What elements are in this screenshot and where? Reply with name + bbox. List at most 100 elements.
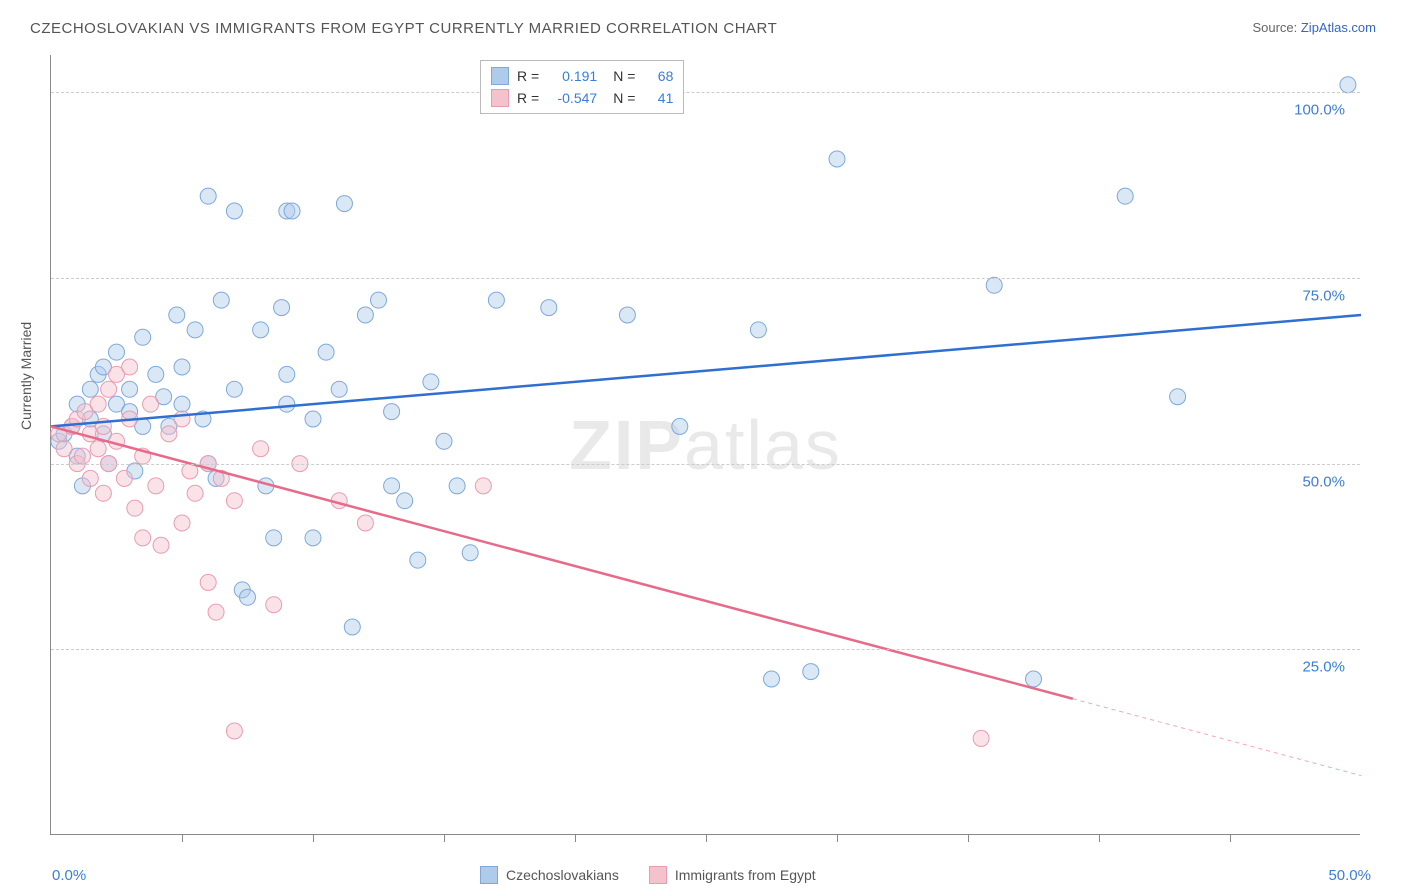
data-point: [305, 411, 321, 427]
data-point: [279, 366, 295, 382]
trend-line: [51, 426, 1073, 698]
data-point: [829, 151, 845, 167]
data-point: [122, 359, 138, 375]
data-point: [1170, 389, 1186, 405]
data-point: [284, 203, 300, 219]
data-point: [135, 329, 151, 345]
data-point: [384, 478, 400, 494]
x-minor-tick: [706, 834, 707, 842]
data-point: [135, 530, 151, 546]
data-point: [226, 723, 242, 739]
n-label: N =: [613, 90, 635, 106]
legend-swatch: [491, 89, 509, 107]
data-point: [213, 292, 229, 308]
data-point: [436, 433, 452, 449]
n-value: 41: [643, 90, 673, 106]
x-minor-tick: [968, 834, 969, 842]
data-point: [449, 478, 465, 494]
data-point: [101, 381, 117, 397]
data-point: [95, 485, 111, 501]
data-point: [174, 411, 190, 427]
n-value: 68: [643, 68, 673, 84]
data-point: [74, 448, 90, 464]
x-tick-50: 50.0%: [1328, 867, 1371, 884]
data-point: [986, 277, 1002, 293]
x-minor-tick: [1099, 834, 1100, 842]
r-label: R =: [517, 68, 539, 84]
data-point: [226, 493, 242, 509]
x-minor-tick: [313, 834, 314, 842]
x-minor-tick: [575, 834, 576, 842]
grid-line: [51, 278, 1360, 279]
data-point: [973, 730, 989, 746]
y-tick-label: 100.0%: [1294, 102, 1345, 119]
source-link[interactable]: ZipAtlas.com: [1301, 20, 1376, 35]
data-point: [619, 307, 635, 323]
data-point: [169, 307, 185, 323]
data-point: [143, 396, 159, 412]
data-point: [208, 604, 224, 620]
data-point: [1340, 77, 1356, 93]
source-label: Source:: [1252, 20, 1300, 35]
x-tick-0: 0.0%: [52, 867, 86, 884]
data-point: [672, 418, 688, 434]
n-label: N =: [613, 68, 635, 84]
legend-row: R =-0.547N =41: [491, 87, 673, 109]
data-point: [266, 530, 282, 546]
data-point: [240, 589, 256, 605]
data-point: [541, 300, 557, 316]
y-tick-label: 50.0%: [1302, 473, 1345, 490]
data-point: [200, 188, 216, 204]
data-point: [475, 478, 491, 494]
grid-line: [51, 464, 1360, 465]
data-point: [253, 441, 269, 457]
x-minor-tick: [1230, 834, 1231, 842]
trend-line: [51, 315, 1361, 426]
chart-title: CZECHOSLOVAKIAN VS IMMIGRANTS FROM EGYPT…: [30, 20, 777, 37]
data-point: [357, 307, 373, 323]
data-point: [318, 344, 334, 360]
data-point: [161, 426, 177, 442]
grid-line: [51, 649, 1360, 650]
data-point: [305, 530, 321, 546]
r-value: -0.547: [547, 90, 597, 106]
legend-swatch: [480, 866, 498, 884]
correlation-legend: R = 0.191 N = 68R = -0.547 N = 41: [480, 60, 684, 114]
data-point: [56, 441, 72, 457]
data-point: [357, 515, 373, 531]
data-point: [462, 545, 478, 561]
data-point: [803, 664, 819, 680]
data-point: [109, 344, 125, 360]
data-point: [371, 292, 387, 308]
data-point: [148, 478, 164, 494]
legend-label: Immigrants from Egypt: [675, 867, 816, 883]
y-tick-label: 25.0%: [1302, 659, 1345, 676]
source-attribution: Source: ZipAtlas.com: [1252, 20, 1376, 35]
data-point: [1026, 671, 1042, 687]
chart-svg: [51, 55, 1360, 834]
data-point: [331, 381, 347, 397]
legend-row: R = 0.191 N = 68: [491, 65, 673, 87]
data-point: [410, 552, 426, 568]
r-value: 0.191: [547, 68, 597, 84]
data-point: [187, 485, 203, 501]
data-point: [336, 196, 352, 212]
data-point: [488, 292, 504, 308]
legend-item: Czechoslovakians: [480, 866, 619, 884]
data-point: [187, 322, 203, 338]
data-point: [397, 493, 413, 509]
data-point: [122, 381, 138, 397]
data-point: [174, 396, 190, 412]
data-point: [274, 300, 290, 316]
data-point: [226, 203, 242, 219]
data-point: [750, 322, 766, 338]
data-point: [90, 396, 106, 412]
data-point: [344, 619, 360, 635]
legend-label: Czechoslovakians: [506, 867, 619, 883]
data-point: [266, 597, 282, 613]
data-point: [423, 374, 439, 390]
data-point: [200, 574, 216, 590]
plot-area: ZIPatlas 25.0%50.0%75.0%100.0%: [50, 55, 1360, 835]
series-legend: Czechoslovakians Immigrants from Egypt: [480, 866, 816, 884]
legend-item: Immigrants from Egypt: [649, 866, 816, 884]
